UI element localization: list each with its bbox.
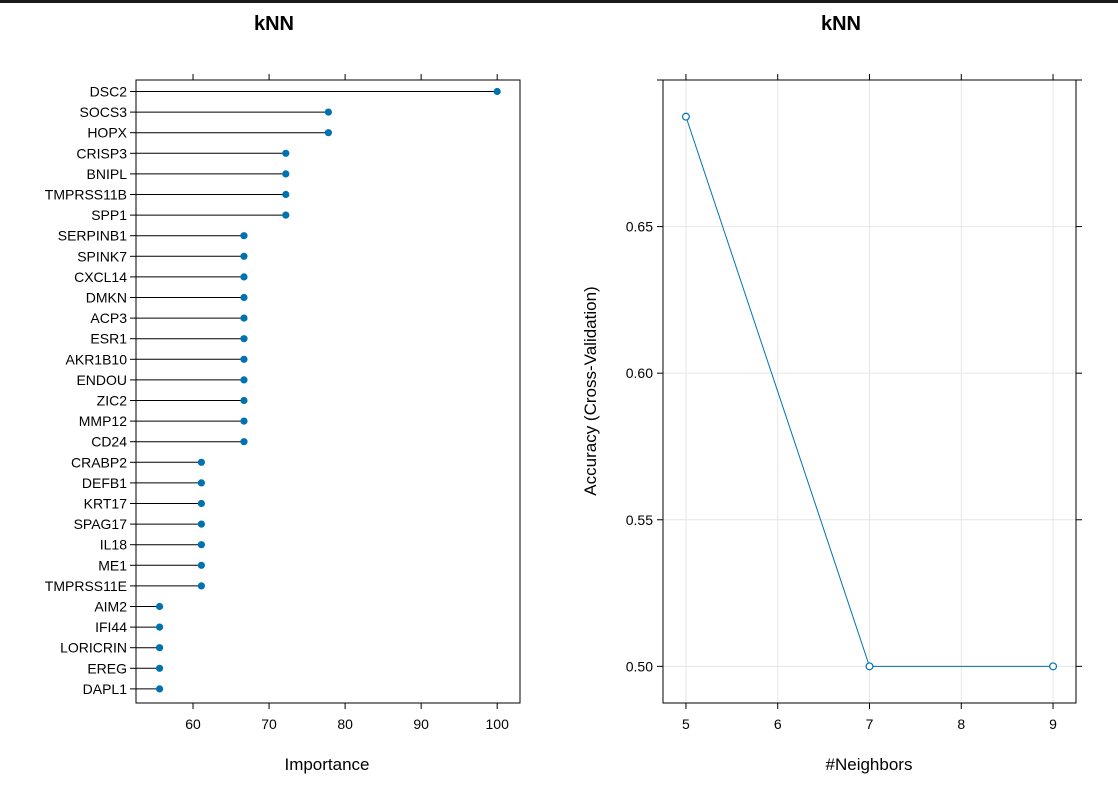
y-tick-label: ESR1 (90, 331, 127, 347)
y-tick-label: 0.65 (626, 219, 653, 235)
importance-dot (240, 396, 248, 405)
importance-dot (493, 87, 501, 96)
y-tick-label: TMPRSS11E (45, 578, 127, 594)
importance-dot (282, 149, 290, 157)
importance-dot (240, 293, 248, 302)
importance-dot (324, 108, 332, 116)
y-tick-label: ACP3 (90, 310, 127, 326)
importance-dot (282, 170, 290, 178)
x-tick-label: 70 (261, 716, 277, 732)
importance-dot (282, 211, 290, 219)
right-chart-title: kNN (821, 13, 861, 35)
importance-dot (197, 582, 205, 590)
y-tick-label: TMPRSS11B (45, 187, 127, 203)
accuracy-panel: kNN 5 6 7 8 9 0.50 0.55 0.60 0.65 #Neighbors Acc… (581, 13, 1082, 774)
y-tick-label: CRABP2 (71, 454, 127, 470)
importance-dot (240, 232, 248, 240)
importance-dot (240, 376, 248, 384)
accuracy-point (865, 662, 874, 671)
y-tick-label: CD24 (91, 434, 127, 450)
importance-dot (240, 438, 248, 446)
y-tick-label: SERPINB1 (58, 228, 127, 244)
x-tick-label: 7 (866, 716, 874, 732)
y-tick-label: 0.50 (626, 658, 653, 674)
y-tick-label: AKR1B10 (66, 351, 128, 367)
y-tick-label: DAPL1 (83, 681, 128, 697)
right-x-axis-label: #Neighbors (826, 755, 913, 774)
accuracy-point (1049, 662, 1058, 671)
importance-dot (197, 499, 205, 508)
importance-dot (197, 561, 205, 569)
importance-dot (155, 623, 164, 631)
importance-dot (197, 479, 205, 487)
importance-dot (240, 417, 248, 425)
x-tick-label: 90 (413, 716, 429, 732)
y-tick-label: SPAG17 (74, 516, 128, 532)
importance-dot (197, 520, 205, 528)
y-tick-label: SOCS3 (80, 104, 128, 120)
y-tick-label: DSC2 (90, 84, 128, 100)
importance-dot (155, 602, 164, 611)
window-top-border (0, 0, 1118, 3)
importance-dot (197, 458, 205, 466)
importance-dot (240, 314, 248, 322)
y-tick-label: MMP12 (79, 413, 127, 429)
x-tick-label: 100 (486, 716, 510, 732)
importance-dot (197, 541, 205, 549)
y-tick-label: 0.55 (626, 512, 653, 528)
left-x-axis-label: Importance (284, 755, 369, 774)
x-tick-label: 60 (185, 716, 201, 732)
y-tick-label: IL18 (100, 537, 127, 553)
y-tick-label: CRISP3 (76, 145, 127, 161)
left-plot-frame (135, 79, 521, 704)
y-tick-label: SPINK7 (77, 248, 127, 264)
y-tick-label: 0.60 (626, 365, 653, 381)
importance-dot (240, 252, 248, 260)
importance-dot (240, 335, 248, 343)
importance-dot (240, 355, 248, 363)
left-chart-title: kNN (254, 13, 294, 35)
y-tick-label: EREG (87, 660, 127, 676)
y-tick-label: DMKN (86, 290, 127, 306)
importance-dot (240, 273, 248, 281)
right-y-axis-label: Accuracy (Cross-Validation) (581, 286, 600, 495)
y-tick-label: SPP1 (91, 207, 127, 223)
y-tick-label: ZIC2 (97, 393, 128, 409)
y-tick-label: BNIPL (87, 166, 128, 182)
x-tick-label: 80 (337, 716, 353, 732)
y-tick-label: ENDOU (76, 372, 127, 388)
y-tick-label: DEFB1 (82, 475, 127, 491)
x-tick-label: 9 (1049, 716, 1057, 732)
y-tick-label: LORICRIN (60, 640, 127, 656)
importance-dot (155, 664, 164, 672)
y-tick-label: HOPX (87, 125, 127, 141)
accuracy-point (681, 112, 690, 121)
importance-dot (282, 190, 290, 199)
importance-panel: kNN 60 70 80 90 100 DSC2 SOCS3 HOPX CRISP3 BNIPL T… (45, 13, 521, 774)
x-tick-label: 5 (682, 716, 690, 732)
y-tick-label: ME1 (98, 557, 127, 573)
y-tick-label: KRT17 (84, 496, 128, 512)
importance-dot (155, 644, 164, 652)
y-tick-label: IFI44 (95, 619, 127, 635)
y-tick-label: AIM2 (94, 599, 127, 615)
importance-dot (155, 685, 164, 693)
importance-dot (324, 129, 332, 137)
y-tick-label: CXCL14 (74, 269, 127, 285)
x-tick-label: 6 (774, 716, 782, 732)
x-tick-label: 8 (957, 716, 965, 732)
